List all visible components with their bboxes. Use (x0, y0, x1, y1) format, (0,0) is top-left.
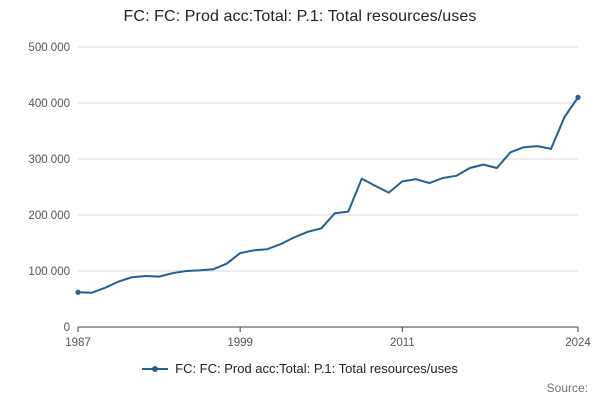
legend-item-series[interactable]: FC: FC: Prod acc:Total: P.1: Total resou… (142, 361, 458, 376)
y-tick-label: 400 000 (28, 98, 70, 110)
y-tick-label: 300 000 (28, 154, 70, 166)
legend-label: FC: FC: Prod acc:Total: P.1: Total resou… (175, 361, 458, 376)
y-tick-label: 200 000 (28, 210, 70, 222)
x-tick-label: 2024 (565, 337, 591, 349)
chart-legend: FC: FC: Prod acc:Total: P.1: Total resou… (0, 361, 600, 376)
series-endpoint-marker (575, 94, 581, 100)
series-line (77, 96, 579, 294)
source-label: Source: (546, 381, 588, 395)
legend-line-marker-icon (142, 365, 169, 372)
y-tick-label: 100 000 (28, 266, 70, 278)
series-endpoint-marker (75, 289, 81, 295)
y-tick-label: 0 (64, 322, 70, 334)
x-tick-label: 1987 (65, 337, 91, 349)
chart-title: FC: FC: Prod acc:Total: P.1: Total resou… (123, 8, 477, 25)
x-tick-label: 2011 (390, 337, 415, 349)
legend-marker-dot (152, 365, 159, 372)
x-tick-label: 1999 (227, 337, 253, 349)
y-tick-label: 500 000 (28, 42, 70, 54)
chart-svg: 0 100 000 200 000 300 000 400 000 500 000 1987… (28, 42, 591, 349)
